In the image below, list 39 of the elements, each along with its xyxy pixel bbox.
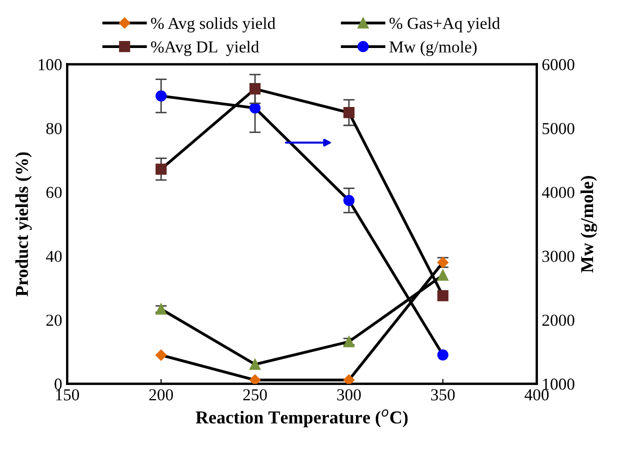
x-tick-label: 150	[56, 389, 80, 400]
x-tick-label: 200	[149, 389, 173, 400]
point	[156, 90, 167, 102]
y2-axis-title: Mw (g/mole)	[580, 176, 598, 273]
legend-label: %Avg DL yield	[151, 40, 260, 56]
x-axis-title: Reaction Temperature ($^{o}$C)	[196, 409, 408, 428]
y-tick-label: 20	[46, 314, 62, 326]
point	[249, 358, 261, 370]
y2-tick-label: 6000	[542, 59, 574, 70]
point	[155, 349, 167, 361]
point	[249, 102, 261, 114]
point	[343, 107, 354, 118]
y2-tick-label: 5000	[542, 122, 574, 134]
x-tick-label: 400	[524, 389, 549, 400]
y-axis-title: Product yields (%)	[15, 152, 32, 296]
y-tick-label: 60	[46, 186, 62, 198]
y-tick-label: 80	[46, 122, 62, 134]
point	[156, 164, 167, 175]
y-tick-label: 0	[54, 378, 62, 390]
y2-tick-label: 1000	[543, 378, 574, 390]
point	[437, 349, 448, 360]
x-tick-label: 350	[431, 389, 455, 400]
legend-label: % Gas+Aq yield	[390, 17, 500, 32]
point	[156, 304, 167, 315]
y-tick-label: 100	[38, 59, 62, 70]
legend-label: Mw (g/mole)	[389, 40, 477, 56]
point	[343, 374, 355, 384]
y2-tick-label: 4000	[542, 186, 574, 198]
point	[249, 83, 261, 95]
y2-tick-label: 2000	[542, 314, 574, 326]
point	[249, 374, 261, 384]
y-tick-label: 40	[46, 250, 62, 262]
legend-label: % Avg solids yield	[151, 17, 276, 32]
x-tick-label: 300	[337, 389, 361, 400]
point	[437, 290, 448, 302]
point	[343, 194, 354, 206]
point	[437, 270, 448, 281]
x-tick-label: 250	[243, 389, 267, 400]
y2-tick-label: 3000	[542, 250, 574, 262]
